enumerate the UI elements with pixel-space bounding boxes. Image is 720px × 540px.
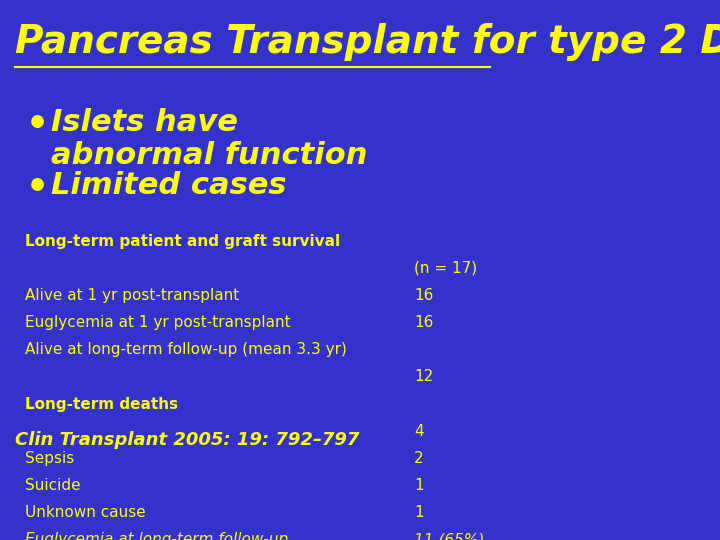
Text: Suicide: Suicide	[25, 478, 81, 493]
Text: Euglycemia at 1 yr post-transplant: Euglycemia at 1 yr post-transplant	[25, 315, 291, 330]
Text: 1: 1	[414, 478, 424, 493]
Text: 12: 12	[414, 369, 433, 384]
Text: Sepsis: Sepsis	[25, 451, 74, 466]
Text: 11 (65%): 11 (65%)	[414, 532, 485, 540]
Text: Unknown cause: Unknown cause	[25, 505, 146, 520]
Text: 1: 1	[414, 505, 424, 520]
Text: 2: 2	[414, 451, 424, 466]
Text: Euglycemia at long-term follow-up: Euglycemia at long-term follow-up	[25, 532, 289, 540]
Text: 16: 16	[414, 288, 433, 303]
Text: Long-term patient and graft survival: Long-term patient and graft survival	[25, 234, 341, 249]
Text: 16: 16	[414, 315, 433, 330]
Text: Alive at 1 yr post-transplant: Alive at 1 yr post-transplant	[25, 288, 240, 303]
Text: Alive at long-term follow-up (mean 3.3 yr): Alive at long-term follow-up (mean 3.3 y…	[25, 342, 347, 357]
Text: (n = 17): (n = 17)	[414, 261, 477, 276]
Text: Pancreas Transplant for type 2 DM: Pancreas Transplant for type 2 DM	[15, 23, 720, 62]
Text: 4: 4	[414, 424, 424, 438]
Text: •: •	[25, 171, 48, 205]
Text: Long-term deaths: Long-term deaths	[25, 396, 179, 411]
Text: •: •	[25, 107, 48, 141]
Text: Islets have
abnormal function: Islets have abnormal function	[50, 107, 367, 170]
Text: Limited cases: Limited cases	[50, 171, 286, 200]
Text: Clin Transplant 2005: 19: 792–797: Clin Transplant 2005: 19: 792–797	[15, 431, 359, 449]
